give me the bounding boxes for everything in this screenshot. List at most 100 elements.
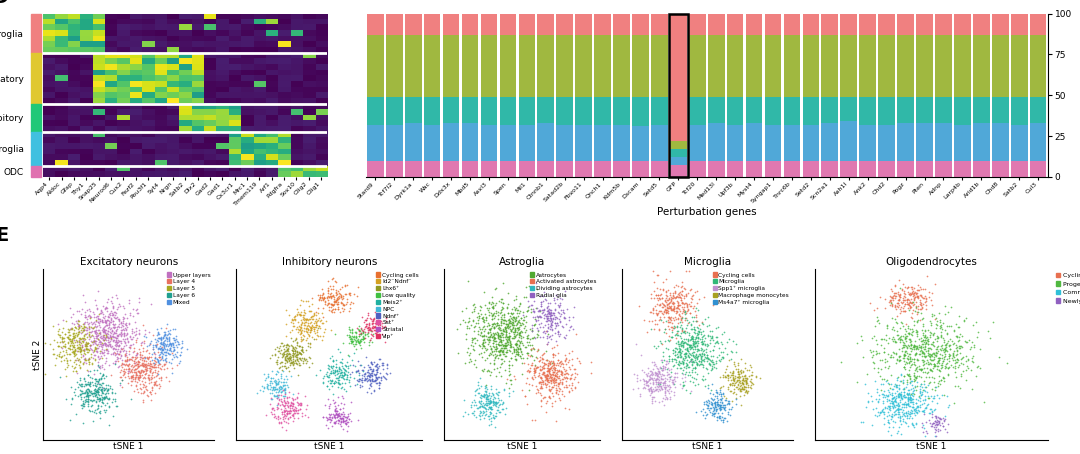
- Point: [501, 332, 518, 340]
- Point: [927, 345, 944, 352]
- Point: [500, 390, 517, 397]
- Point: [514, 321, 531, 328]
- Point: [545, 380, 563, 387]
- Point: [894, 403, 912, 410]
- Point: [482, 409, 499, 416]
- Point: [105, 349, 122, 356]
- Point: [106, 314, 123, 321]
- Point: [316, 297, 334, 304]
- Point: [57, 317, 75, 325]
- Point: [332, 405, 349, 413]
- Point: [657, 297, 674, 304]
- Point: [319, 372, 336, 379]
- Point: [949, 356, 967, 364]
- Point: [481, 332, 498, 340]
- Point: [53, 357, 70, 364]
- Point: [65, 388, 82, 395]
- Point: [881, 301, 899, 308]
- Point: [915, 315, 932, 322]
- Point: [869, 398, 887, 405]
- Point: [713, 396, 730, 404]
- Point: [347, 329, 364, 336]
- Point: [329, 378, 347, 385]
- Point: [906, 293, 923, 301]
- Point: [259, 370, 276, 378]
- Point: [329, 375, 347, 382]
- Point: [692, 355, 710, 362]
- Point: [492, 308, 510, 316]
- Point: [132, 348, 149, 355]
- Bar: [840, 35, 858, 97]
- Point: [294, 326, 311, 333]
- Point: [117, 357, 134, 364]
- Point: [558, 370, 576, 377]
- Point: [60, 326, 78, 334]
- Point: [483, 330, 500, 337]
- Point: [662, 289, 679, 296]
- Point: [523, 327, 540, 334]
- Point: [83, 353, 100, 360]
- Point: [151, 360, 168, 367]
- Point: [144, 383, 161, 390]
- Point: [656, 395, 673, 403]
- Point: [374, 322, 391, 330]
- Point: [281, 342, 298, 349]
- Point: [505, 346, 523, 353]
- Point: [716, 403, 733, 410]
- Point: [282, 409, 299, 416]
- Point: [890, 358, 907, 365]
- Point: [501, 322, 518, 330]
- Point: [656, 314, 673, 321]
- Point: [298, 402, 315, 409]
- Point: [886, 393, 903, 400]
- Point: [80, 388, 97, 395]
- Point: [120, 320, 137, 327]
- Point: [557, 354, 575, 361]
- Bar: [784, 161, 800, 177]
- Point: [906, 355, 923, 363]
- Point: [152, 357, 170, 364]
- Point: [496, 341, 513, 349]
- Point: [494, 329, 511, 336]
- Point: [889, 296, 906, 303]
- Point: [162, 344, 179, 351]
- Point: [728, 376, 745, 384]
- Bar: [991, 97, 1009, 123]
- Point: [76, 358, 93, 365]
- Title: Excitatory neurons: Excitatory neurons: [80, 257, 178, 267]
- Point: [698, 401, 715, 408]
- Point: [471, 394, 488, 401]
- Point: [583, 358, 600, 365]
- Point: [62, 416, 79, 424]
- Point: [363, 321, 380, 328]
- Point: [91, 364, 108, 371]
- Point: [917, 383, 934, 390]
- Point: [699, 332, 716, 340]
- Point: [111, 381, 129, 388]
- Point: [929, 342, 946, 350]
- Point: [270, 395, 287, 403]
- Point: [895, 363, 913, 370]
- Point: [326, 379, 343, 386]
- Point: [905, 388, 922, 395]
- Point: [951, 345, 969, 352]
- Point: [691, 350, 708, 357]
- Point: [915, 410, 932, 418]
- Point: [90, 395, 107, 402]
- Point: [910, 343, 928, 350]
- Point: [475, 322, 492, 330]
- Point: [686, 365, 703, 372]
- Point: [733, 380, 751, 387]
- Point: [487, 300, 504, 307]
- Point: [475, 390, 492, 397]
- Point: [139, 374, 157, 381]
- Point: [328, 408, 346, 415]
- Point: [332, 406, 349, 413]
- Point: [489, 394, 507, 401]
- Point: [656, 384, 673, 391]
- Point: [96, 401, 113, 408]
- Point: [648, 306, 665, 313]
- Point: [544, 359, 562, 366]
- Point: [932, 362, 949, 369]
- Point: [671, 361, 688, 369]
